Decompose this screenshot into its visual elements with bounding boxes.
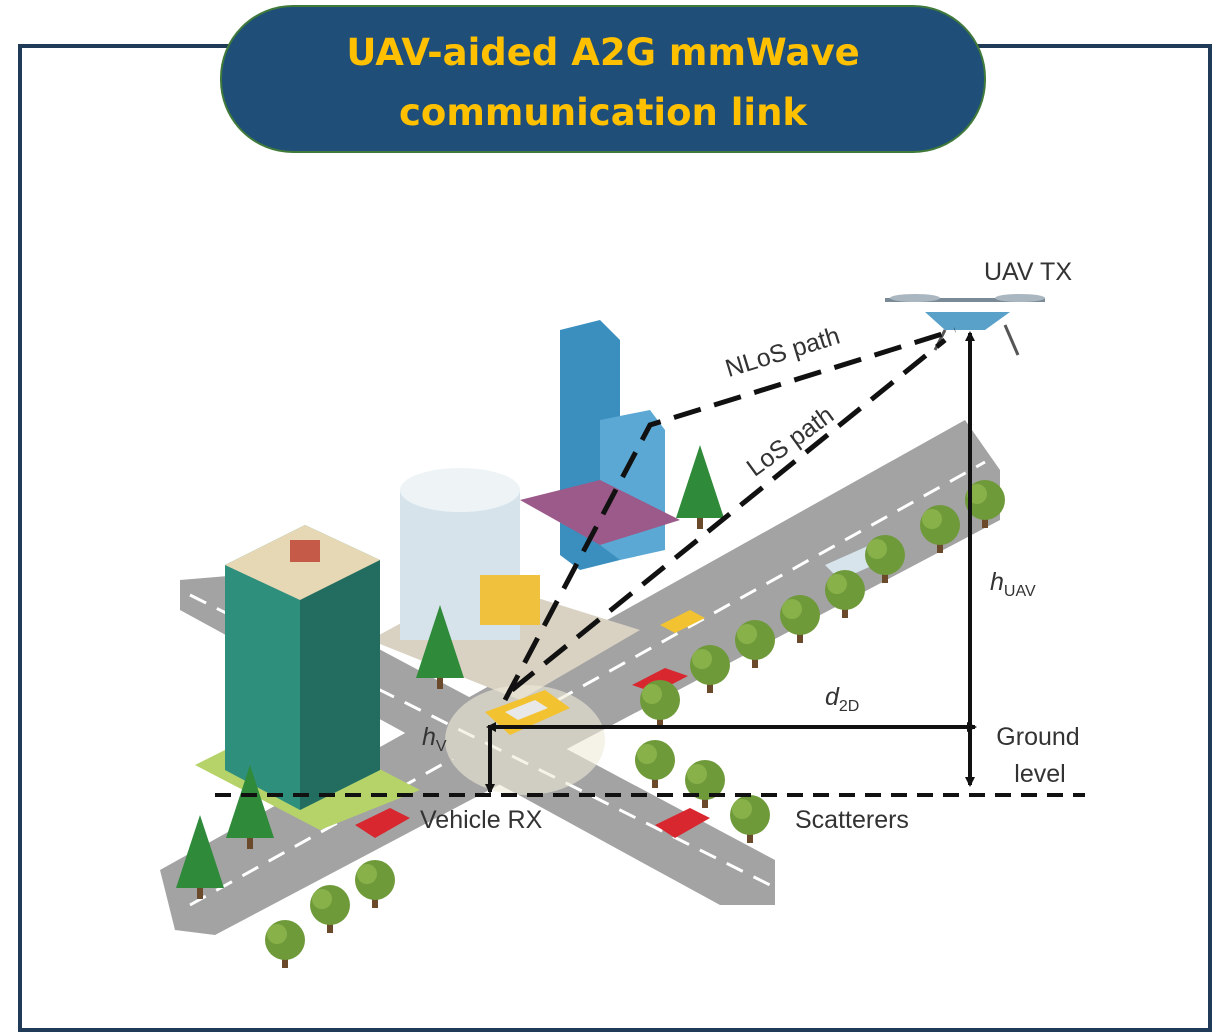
car (355, 808, 410, 838)
tree (197, 885, 203, 899)
subscript: 2D (839, 698, 859, 715)
tree (357, 864, 377, 884)
tree (642, 684, 662, 704)
ground-label: Ground (996, 723, 1079, 751)
title: communication link (399, 91, 808, 134)
car (655, 808, 710, 838)
symbol: h (422, 723, 436, 751)
vehicle-label: Vehicle RX (420, 806, 543, 834)
round-roof (400, 468, 520, 512)
scatterers-label: Scatterers (795, 806, 909, 834)
trees (176, 445, 1005, 968)
tree (437, 675, 443, 689)
tree (267, 924, 287, 944)
ground-label: level (1014, 760, 1065, 788)
los-path (510, 338, 947, 692)
roof-box (290, 540, 320, 562)
tree (676, 445, 724, 518)
skyscraper-base (520, 480, 680, 545)
vehicle-rx (445, 685, 605, 795)
building-roof (225, 525, 380, 600)
tree (867, 539, 887, 559)
tree (687, 764, 707, 784)
tree (827, 574, 847, 594)
subscript: V (436, 738, 447, 755)
title-banner (220, 5, 986, 153)
tree (226, 765, 274, 838)
tree (312, 889, 332, 909)
car (660, 610, 705, 633)
tree (922, 509, 942, 529)
tree (782, 599, 802, 619)
tree (732, 799, 752, 819)
uav-label: UAV TX (984, 258, 1072, 286)
tree (697, 515, 703, 529)
tree (637, 744, 657, 764)
tree (176, 815, 224, 888)
tree (737, 624, 757, 644)
symbol: d (825, 683, 840, 711)
tree (692, 649, 712, 669)
h-uav-label: hUAV (990, 568, 1036, 600)
yellow-building (480, 575, 540, 625)
subscript: UAV (1004, 583, 1036, 600)
title: UAV-aided A2G mmWave (346, 31, 859, 74)
symbol: h (990, 568, 1004, 596)
d-2d-label: d2D (825, 683, 859, 715)
illustration (160, 294, 1045, 968)
building-side (300, 560, 380, 810)
nlos-path (502, 327, 956, 702)
road-marking (189, 460, 986, 907)
tree (247, 835, 253, 849)
tree (416, 605, 464, 678)
h-v-label: hV (422, 723, 447, 755)
